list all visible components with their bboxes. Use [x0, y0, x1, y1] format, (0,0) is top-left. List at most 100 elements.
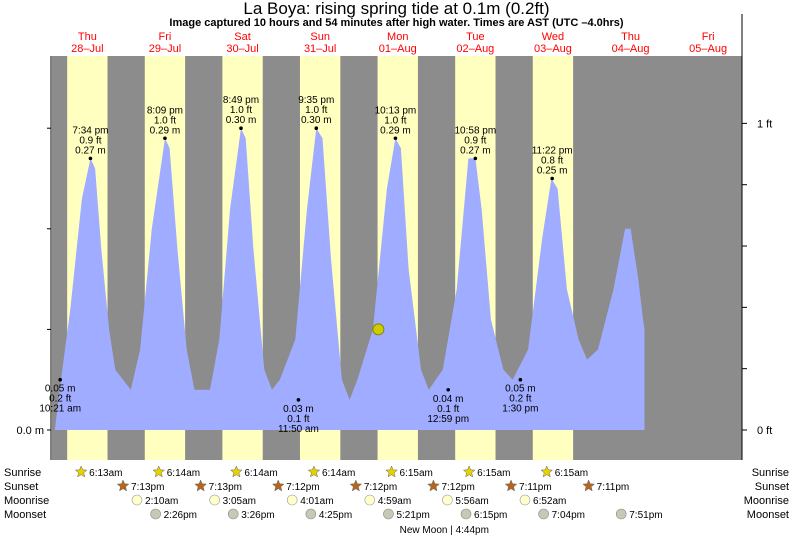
current-level-marker [372, 323, 385, 336]
sunset-star-icon [116, 479, 130, 492]
day-date: 05–Aug [689, 43, 727, 55]
moonset-icon [460, 508, 472, 520]
sunset-time: 7:13pm [209, 482, 242, 493]
extreme-point [393, 136, 398, 141]
row-label-sunset: Sunset [4, 481, 38, 493]
extreme-point [473, 156, 478, 161]
moonset-time: 4:25pm [319, 510, 352, 521]
sunrise-star-icon [74, 465, 88, 478]
extreme-height-m: 0.30 m [301, 115, 332, 126]
day-name: Sat [234, 31, 251, 43]
day-date: 01–Aug [379, 43, 417, 55]
sunset-star-icon [349, 479, 363, 492]
moonrise-time: 4:01am [300, 496, 333, 507]
extreme-height-ft: 1.0 ft [154, 115, 176, 126]
sunset-time: 7:12pm [364, 482, 397, 493]
sunrise-time: 6:15am [400, 468, 433, 479]
moonrise-icon [364, 494, 376, 506]
day-name: Fri [159, 31, 172, 43]
day-name: Mon [387, 31, 408, 43]
moonset-time: 7:04pm [552, 510, 585, 521]
chart-subtitle: Image captured 10 hours and 54 minutes a… [169, 17, 624, 29]
extreme-point [296, 398, 301, 402]
sunrise-time: 6:14am [167, 468, 200, 479]
extreme-height-m: 0.05 m [505, 384, 536, 395]
extreme-time: 11:50 am [278, 424, 319, 435]
tide-area [54, 128, 645, 430]
moonset-time: 6:15pm [474, 510, 507, 521]
row-label-right-moonset: Moonset [747, 509, 789, 521]
sunset-star-icon [427, 479, 440, 492]
moonset-icon [150, 508, 161, 520]
extreme-point [518, 377, 523, 382]
extreme-point [314, 126, 319, 130]
extreme-time: 12:59 pm [427, 414, 469, 425]
day-date: 04–Aug [612, 43, 650, 55]
sunrise-star-icon [462, 465, 476, 478]
sunset-star-icon [582, 479, 596, 492]
extreme-time: 7:34 pm [72, 125, 108, 136]
extreme-point [58, 377, 62, 382]
day-name: Wed [542, 31, 564, 43]
moonrise-icon [209, 494, 220, 506]
extreme-height-ft: 0.9 ft [464, 135, 486, 146]
extreme-time: 11:22 pm [532, 146, 573, 157]
extreme-point [550, 176, 554, 181]
day-name: Tue [466, 31, 485, 43]
extreme-height-ft: 1.0 ft [230, 105, 252, 116]
sunrise-star-icon [385, 465, 398, 478]
sunset-time: 7:12pm [441, 482, 474, 493]
extreme-height-ft: 0.9 ft [79, 135, 101, 146]
day-date: 28–Jul [71, 43, 103, 55]
sunset-time: 7:12pm [286, 482, 319, 493]
sunrise-star-icon [152, 465, 166, 478]
extreme-height-m: 0.05 m [45, 384, 76, 395]
new-moon-note: New Moon | 4:44pm [400, 525, 489, 536]
moonrise-icon [442, 494, 453, 506]
sunrise-star-icon [307, 465, 321, 478]
row-label-right-moonrise: Moonrise [744, 495, 789, 507]
moonrise-icon [286, 494, 298, 506]
right-axis-label: 0 ft [757, 425, 772, 437]
moonset-icon [305, 508, 317, 520]
moonrise-time: 4:59am [378, 496, 411, 507]
row-label-sunrise: Sunrise [4, 467, 41, 479]
right-axis-label: 1 ft [757, 118, 772, 130]
moonset-time: 3:26pm [241, 510, 274, 521]
day-date: 29–Jul [149, 43, 181, 55]
moonset-time: 2:26pm [164, 510, 197, 521]
extreme-time: 10:13 pm [375, 105, 417, 116]
extreme-height-ft: 1.0 ft [305, 105, 327, 116]
sunrise-time: 6:15am [555, 468, 588, 479]
moonset-icon [615, 508, 627, 520]
day-name: Fri [702, 31, 715, 43]
day-name: Thu [621, 31, 640, 43]
day-name: Thu [78, 31, 97, 43]
extreme-height-m: 0.27 m [460, 145, 491, 156]
row-label-moonrise: Moonrise [4, 495, 49, 507]
moonset-icon [383, 508, 394, 520]
moonrise-time: 5:56am [455, 496, 488, 507]
extreme-point [88, 156, 93, 161]
extreme-height-m: 0.04 m [433, 394, 464, 405]
row-label-right-sunrise: Sunrise [752, 467, 789, 479]
sunrise-time: 6:15am [477, 468, 510, 479]
extreme-point [446, 387, 450, 392]
day-name: Sun [310, 31, 330, 43]
chart-title: La Boya: rising spring tide at 0.1m (0.2… [243, 0, 550, 18]
day-date: 30–Jul [226, 43, 258, 55]
extreme-time: 1:30 pm [502, 404, 538, 415]
extreme-height-ft: 0.1 ft [437, 404, 459, 415]
extreme-time: 10:21 am [39, 404, 81, 415]
moonset-icon [538, 508, 549, 520]
extreme-height-m: 0.03 m [283, 404, 314, 415]
extreme-time: 9:35 pm [298, 95, 334, 106]
extreme-time: 8:49 pm [223, 95, 259, 106]
extreme-height-m: 0.30 m [226, 115, 257, 126]
day-date: 03–Aug [534, 43, 572, 55]
extreme-height-m: 0.29 m [380, 125, 411, 136]
extreme-point [163, 136, 167, 141]
sunset-time: 7:11pm [597, 482, 630, 493]
row-label-moonset: Moonset [4, 509, 46, 521]
extreme-time: 10:58 pm [455, 125, 497, 136]
